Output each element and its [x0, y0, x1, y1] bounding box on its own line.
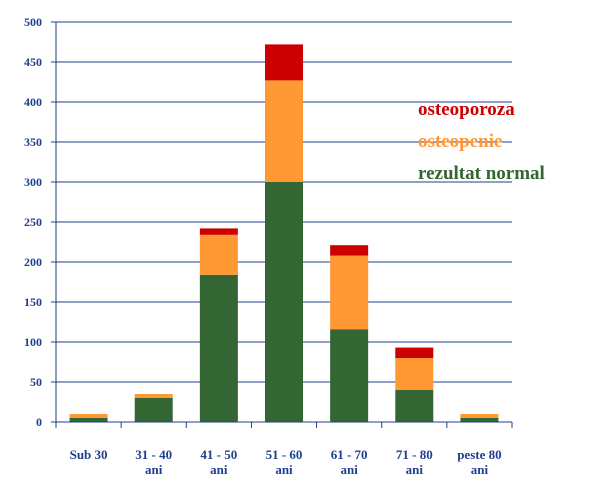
bar-osteopenie-1	[134, 394, 173, 398]
bar-rezultat-normal-5	[395, 390, 434, 422]
y-tick-label-0: 0	[36, 415, 42, 429]
bar-rezultat-normal-3	[265, 182, 303, 422]
bar-osteoporoza-3	[265, 44, 303, 81]
y-tick-label-250: 250	[24, 215, 42, 229]
bar-osteoporoza-2	[199, 228, 238, 235]
bar-osteoporoza-5	[395, 347, 434, 358]
legend-item-osteopenie: osteopenie	[418, 131, 502, 152]
bar-rezultat-normal-6	[460, 418, 499, 422]
y-tick-label-50: 50	[30, 375, 42, 389]
x-tick-label-2: 41 - 50 ani	[200, 447, 237, 477]
bar-osteopenie-2	[199, 234, 238, 275]
y-tick-label-450: 450	[24, 55, 42, 69]
x-tick-label-line: ani	[275, 462, 293, 477]
y-tick-label-350: 350	[24, 135, 42, 149]
bar-osteopenie-0	[69, 414, 108, 418]
x-tick-label-line: ani	[145, 462, 163, 477]
bar-rezultat-normal-1	[134, 398, 173, 422]
legend-item-osteoporoza: osteoporoza	[418, 99, 515, 120]
legend-item-rezultat-normal: rezultat normal	[418, 163, 545, 184]
bar-osteopenie-6	[460, 414, 499, 418]
y-tick-label-400: 400	[24, 95, 42, 109]
bar-rezultat-normal-4	[330, 329, 369, 422]
x-tick-label-4: 61 - 70 ani	[331, 447, 368, 477]
x-tick-label-line: ani	[406, 462, 424, 477]
x-tick-label-line: 61 - 70	[331, 447, 368, 462]
x-tick-label-line: ani	[340, 462, 358, 477]
x-tick-label-0: Sub 30	[70, 447, 108, 462]
x-tick-label-1: 31 - 40 ani	[135, 447, 172, 477]
x-tick-label-line: ani	[210, 462, 228, 477]
x-tick-label-line: 51 - 60	[266, 447, 303, 462]
x-tick-label-line: 31 - 40	[135, 447, 172, 462]
y-tick-label-500: 500	[24, 15, 42, 29]
bar-rezultat-normal-2	[199, 274, 238, 422]
bar-osteopenie-4	[330, 255, 369, 330]
y-tick-label-300: 300	[24, 175, 42, 189]
x-tick-label-6: peste 80 ani	[457, 447, 501, 477]
bar-osteopenie-3	[265, 80, 303, 182]
y-tick-label-150: 150	[24, 295, 42, 309]
x-tick-label-line: Sub 30	[70, 447, 108, 462]
x-tick-label-line: 71 - 80	[396, 447, 433, 462]
x-tick-label-line: 41 - 50	[200, 447, 237, 462]
x-tick-label-5: 71 - 80 ani	[396, 447, 433, 477]
x-tick-label-line: peste 80	[457, 447, 501, 462]
bar-osteoporoza-4	[330, 245, 369, 256]
bar-osteopenie-5	[395, 358, 434, 390]
bar-rezultat-normal-0	[69, 418, 108, 422]
y-tick-label-200: 200	[24, 255, 42, 269]
x-tick-label-3: 51 - 60 ani	[266, 447, 303, 477]
y-tick-label-100: 100	[24, 335, 42, 349]
x-tick-label-line: ani	[471, 462, 489, 477]
